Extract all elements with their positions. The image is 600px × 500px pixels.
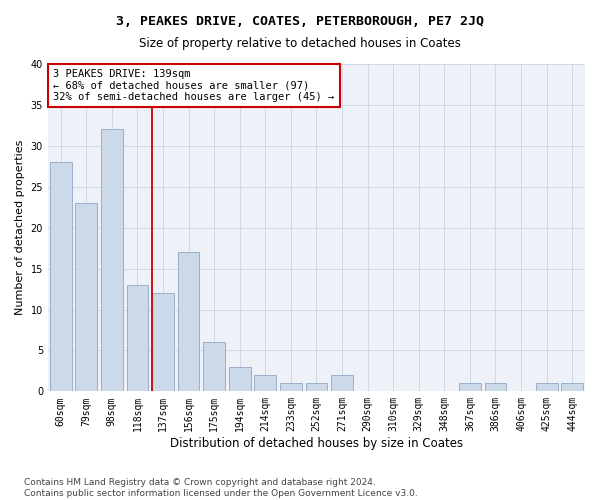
Text: 3, PEAKES DRIVE, COATES, PETERBOROUGH, PE7 2JQ: 3, PEAKES DRIVE, COATES, PETERBOROUGH, P…	[116, 15, 484, 28]
Bar	[536, 383, 557, 392]
Bar	[127, 285, 148, 392]
Bar	[562, 383, 583, 392]
Bar	[485, 383, 506, 392]
Bar	[50, 162, 71, 392]
Bar	[203, 342, 225, 392]
Bar	[305, 383, 328, 392]
Bar	[459, 383, 481, 392]
Bar	[101, 130, 123, 392]
Text: Size of property relative to detached houses in Coates: Size of property relative to detached ho…	[139, 38, 461, 51]
Bar	[280, 383, 302, 392]
Bar	[229, 367, 251, 392]
Text: 3 PEAKES DRIVE: 139sqm
← 68% of detached houses are smaller (97)
32% of semi-det: 3 PEAKES DRIVE: 139sqm ← 68% of detached…	[53, 69, 335, 102]
Text: Contains HM Land Registry data © Crown copyright and database right 2024.
Contai: Contains HM Land Registry data © Crown c…	[24, 478, 418, 498]
X-axis label: Distribution of detached houses by size in Coates: Distribution of detached houses by size …	[170, 437, 463, 450]
Bar	[76, 203, 97, 392]
Bar	[152, 293, 174, 392]
Bar	[254, 375, 276, 392]
Bar	[331, 375, 353, 392]
Bar	[178, 252, 199, 392]
Y-axis label: Number of detached properties: Number of detached properties	[15, 140, 25, 316]
